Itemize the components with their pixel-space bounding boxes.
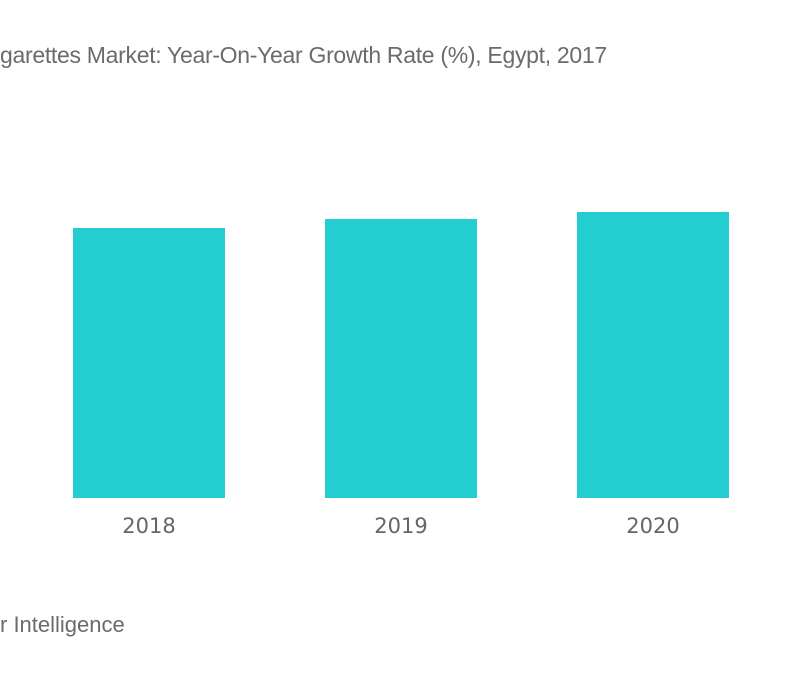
x-tick-label: 2019 — [374, 514, 427, 538]
bar-2020 — [577, 212, 729, 498]
chart-title: garettes Market: Year-On-Year Growth Rat… — [0, 42, 607, 68]
x-tick-label: 2020 — [626, 514, 679, 538]
bar-2019 — [325, 219, 477, 498]
source-text: r Intelligence — [0, 612, 125, 637]
x-tick-label: 2018 — [122, 514, 175, 538]
bar-2018 — [73, 228, 225, 498]
